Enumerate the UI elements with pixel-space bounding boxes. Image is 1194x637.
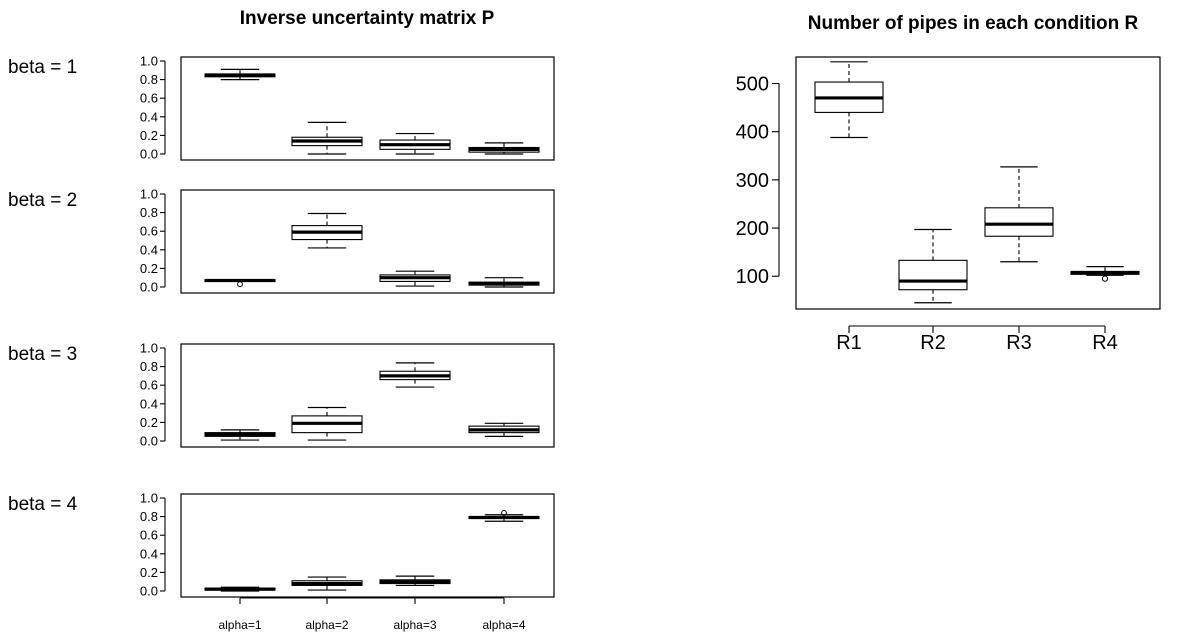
x-tick-label: alpha=1 <box>218 618 261 632</box>
y-tick-label: 0.4 <box>140 546 158 561</box>
box-iqr <box>898 259 968 291</box>
box-alpha=2 <box>291 212 363 249</box>
y-tick-label: 300 <box>736 170 769 192</box>
x-tick-label: alpha=2 <box>305 618 348 632</box>
y-tick-label: 0.0 <box>140 280 158 295</box>
box-alpha=1 <box>204 278 276 288</box>
y-tick-label: 1.0 <box>140 54 158 69</box>
y-tick-label: 0.2 <box>140 128 158 143</box>
panel-frame <box>795 56 1161 310</box>
box-alpha=1 <box>204 68 276 81</box>
y-tick-label: 0.6 <box>140 528 158 543</box>
panel-1: beta = 1 0.0 0.2 0.4 0.6 0.8 1.0 <box>8 54 555 162</box>
y-tick-label: 0.6 <box>140 224 158 239</box>
panel-3: beta = 3 0.0 0.2 0.4 0.6 0.8 1.0 <box>8 341 555 449</box>
x-tick-label: R1 <box>836 332 862 354</box>
x-tick-label: alpha=3 <box>393 618 436 632</box>
y-tick-label: 0.8 <box>140 72 158 87</box>
panel-4: beta = 4 0.0 0.2 0.4 0.6 0.8 1.0 <box>8 491 555 599</box>
right-boxplot-panel: 100 200 300 400 500 R1 R2 R3 R4 <box>736 56 1161 354</box>
box-alpha=3 <box>379 270 451 287</box>
panel-label: beta = 4 <box>8 494 78 515</box>
box-alpha=3 <box>379 362 451 388</box>
y-tick-label: 0.2 <box>140 565 158 580</box>
y-tick-label: 100 <box>736 266 769 288</box>
box-alpha=4 <box>468 142 540 155</box>
y-tick-label: 1.0 <box>140 341 158 356</box>
panel-label: beta = 2 <box>8 190 77 211</box>
box-alpha=3 <box>379 132 451 155</box>
chart-title-inverse-uncertainty: Inverse uncertainty matrix P <box>240 8 495 29</box>
y-tick-label: 0.8 <box>140 205 158 220</box>
box-alpha=4 <box>468 277 540 288</box>
y-tick-label: 0.4 <box>140 109 158 124</box>
box-R4 <box>1070 265 1140 282</box>
panel-frame <box>180 493 555 598</box>
chart-title-number-of-pipes: Number of pipes in each condition R <box>808 13 1139 34</box>
y-tick-label: 0.8 <box>140 359 158 374</box>
box-alpha=2 <box>291 121 363 155</box>
box-R1 <box>814 61 884 139</box>
box-R3 <box>984 166 1054 263</box>
panel-frame <box>180 56 555 161</box>
y-tick-label: 0.6 <box>140 91 158 106</box>
box-alpha=2 <box>291 576 363 591</box>
panel-label: beta = 3 <box>8 344 77 365</box>
y-tick-label: 0.2 <box>140 261 158 276</box>
left-boxplot-panels: beta = 1 0.0 0.2 0.4 0.6 0.8 1.0 beta = 2 0.0 0.2… <box>8 54 555 632</box>
y-tick-label: 500 <box>736 74 769 96</box>
box-R2 <box>898 228 968 304</box>
y-tick-label: 0.2 <box>140 415 158 430</box>
y-tick-label: 0.0 <box>140 147 158 162</box>
box-alpha=3 <box>379 575 451 587</box>
x-tick-label: R3 <box>1006 332 1032 354</box>
y-tick-label: 0.8 <box>140 509 158 524</box>
x-tick-label: R2 <box>920 332 946 354</box>
y-tick-label: 200 <box>736 218 769 240</box>
panel-frame <box>180 343 555 448</box>
box-alpha=4 <box>468 422 540 437</box>
x-tick-label: R4 <box>1092 332 1118 354</box>
panel-label: beta = 1 <box>8 57 77 78</box>
x-axis-left: alpha=1 alpha=2 alpha=3 alpha=4 <box>218 597 526 632</box>
y-tick-label: 0.6 <box>140 378 158 393</box>
x-tick-label: alpha=4 <box>482 618 525 632</box>
outlier-point <box>1101 275 1109 282</box>
outlier-point <box>501 509 507 516</box>
y-tick-label: 400 <box>736 122 769 144</box>
box-alpha=1 <box>204 429 276 441</box>
box-alpha=4 <box>468 509 540 522</box>
y-tick-label: 0.4 <box>140 242 158 257</box>
outlier-point <box>237 281 243 288</box>
x-axis-right: R1 R2 R3 R4 <box>836 325 1118 354</box>
panel-frame <box>180 189 555 294</box>
box-iqr <box>984 207 1054 237</box>
y-tick-label: 1.0 <box>140 491 158 506</box>
box-alpha=2 <box>291 406 363 441</box>
y-tick-label: 0.4 <box>140 396 158 411</box>
y-tick-label: 1.0 <box>140 187 158 202</box>
y-tick-label: 0.0 <box>140 584 158 599</box>
box-alpha=1 <box>204 586 276 592</box>
y-tick-label: 0.0 <box>140 434 158 449</box>
panel-2: beta = 2 0.0 0.2 0.4 0.6 0.8 1.0 <box>8 187 555 295</box>
